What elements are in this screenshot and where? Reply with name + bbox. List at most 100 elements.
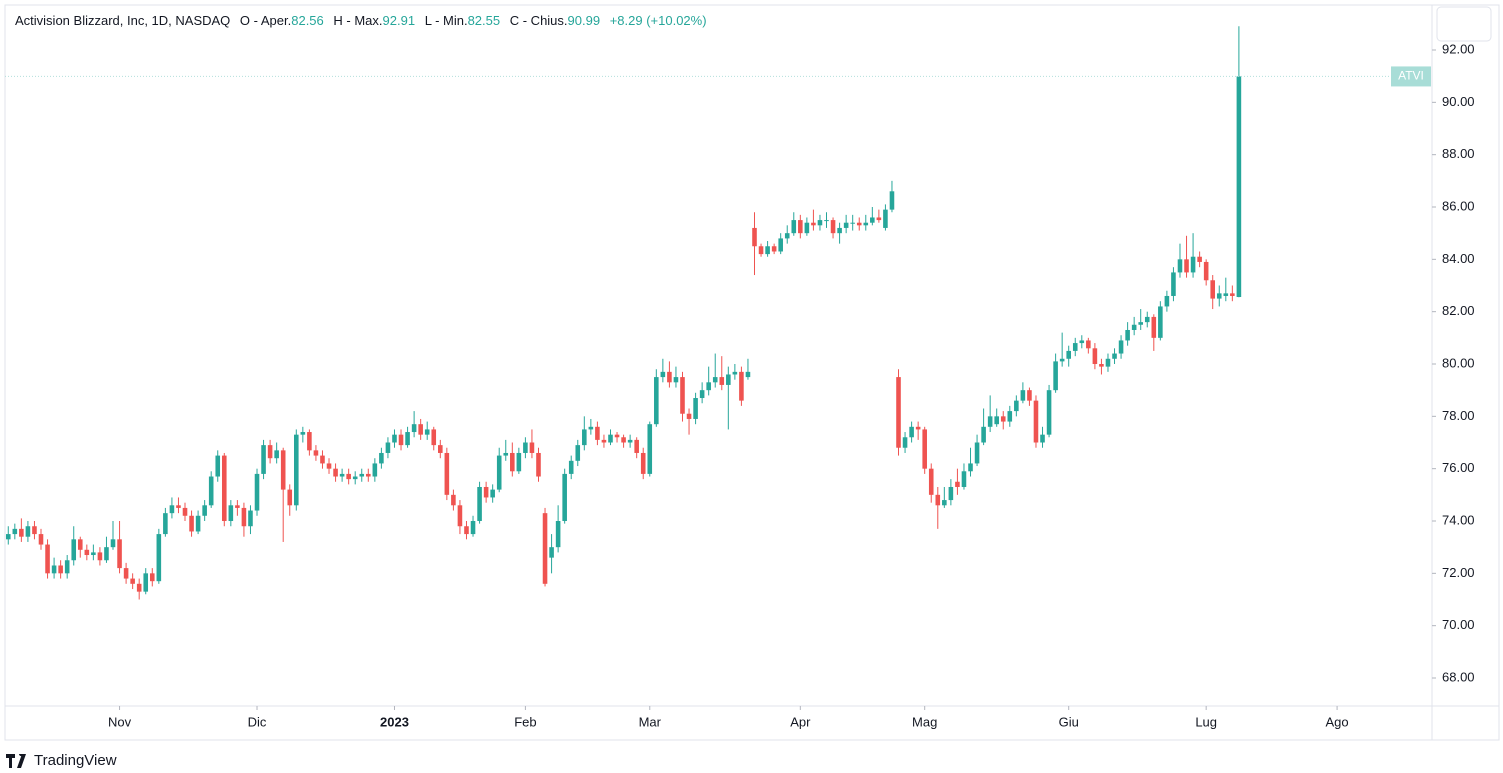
change-value: +8.29 (+10.02%)	[609, 13, 707, 28]
candle-body	[1131, 324, 1137, 330]
candle-body	[149, 573, 155, 582]
y-tick-label: 84.00	[1442, 251, 1475, 266]
candle-body	[431, 429, 437, 446]
candle-body	[313, 450, 319, 456]
candle-body	[1197, 256, 1202, 262]
candle-body	[1059, 358, 1065, 362]
candle-body	[1210, 280, 1216, 299]
candle-body	[392, 434, 397, 443]
candle-body	[948, 486, 954, 501]
candle-body	[464, 526, 469, 535]
candle-body	[77, 539, 83, 550]
candle-body	[1033, 400, 1039, 443]
candle-body	[654, 377, 659, 425]
candle-body	[1223, 293, 1229, 296]
candle-body	[680, 377, 685, 414]
candle-body	[143, 573, 149, 592]
candle-body	[32, 526, 37, 535]
candle-body	[627, 439, 633, 443]
candle-body	[470, 521, 476, 535]
y-tick-label: 82.00	[1442, 303, 1475, 318]
candle-body	[1099, 364, 1104, 367]
brand[interactable]: TradingView	[34, 752, 117, 769]
candle-body	[699, 390, 705, 399]
candle-body	[693, 398, 698, 419]
candle-body	[1118, 340, 1124, 354]
candle-body	[424, 429, 430, 435]
candle-body	[961, 471, 967, 487]
candle-body	[385, 442, 391, 453]
candle-body	[1138, 322, 1143, 325]
candle-body	[608, 434, 613, 443]
candle-body	[339, 473, 345, 477]
candle-body	[706, 382, 711, 391]
candle-body	[876, 217, 882, 221]
candle-body	[372, 463, 378, 477]
candle-body	[712, 377, 718, 383]
candle-body	[19, 528, 24, 537]
candle-body	[1171, 272, 1176, 296]
candle-body	[1112, 353, 1117, 359]
x-tick-label: Mag	[912, 714, 937, 729]
candle-body	[451, 494, 456, 506]
candle-body	[307, 432, 312, 451]
candle-body	[732, 371, 738, 375]
candle-body	[758, 246, 764, 255]
close-label: C - Chius.	[509, 13, 568, 28]
candle-body	[1046, 390, 1052, 435]
candle-body	[202, 505, 207, 516]
candle-body	[1092, 348, 1098, 365]
candle-body	[438, 445, 443, 453]
candle-body	[195, 515, 201, 532]
candle-body	[765, 246, 770, 255]
candle-body	[562, 473, 567, 522]
candle-body	[352, 476, 358, 480]
candle-body	[1164, 295, 1170, 307]
candle-body	[490, 489, 495, 498]
high-value: 92.91	[382, 13, 416, 28]
x-tick-label: Dic	[248, 714, 267, 729]
candle-body	[778, 238, 783, 252]
candle-body	[1144, 316, 1150, 323]
candle-body	[38, 534, 44, 545]
candle-body	[994, 416, 999, 425]
y-tick-label: 88.00	[1442, 146, 1475, 161]
candle-body	[922, 429, 927, 469]
candle-body	[771, 246, 777, 252]
candle-body	[928, 468, 934, 495]
candle-body	[837, 227, 842, 234]
candle-body	[254, 473, 260, 511]
symbol-title: Activision Blizzard, Inc, 1D, NASDAQ	[15, 13, 231, 28]
candle-body	[726, 374, 731, 385]
candle-body	[1177, 259, 1183, 273]
settings-button[interactable]	[1436, 6, 1492, 42]
candle-body	[359, 473, 365, 477]
candle-body	[163, 513, 168, 535]
x-tick-label: Ago	[1326, 714, 1349, 729]
candle-body	[568, 460, 574, 474]
candle-body	[915, 426, 921, 430]
candle-body	[477, 486, 482, 522]
plot	[5, 26, 1432, 600]
candle-body	[843, 222, 849, 228]
y-tick-label: 90.00	[1442, 94, 1475, 109]
legend: Activision Blizzard, Inc, 1D, NASDAQ O -…	[15, 13, 707, 28]
candle-body	[267, 445, 273, 459]
candle-body	[523, 442, 528, 453]
candle-body	[739, 371, 744, 401]
candle-body	[130, 578, 135, 584]
candle-body	[614, 434, 620, 438]
candle-body	[503, 452, 509, 456]
x-tick-label: Feb	[514, 714, 536, 729]
candle-body	[536, 452, 541, 477]
candle-body	[634, 439, 639, 453]
candle-body	[346, 473, 351, 480]
candle-body	[71, 539, 77, 561]
candle-body	[896, 377, 901, 448]
candle-body	[51, 565, 57, 574]
candle-body	[974, 442, 980, 464]
last-price-badge	[1391, 66, 1431, 87]
candle-body	[510, 452, 515, 472]
candle-body	[1007, 411, 1013, 422]
x-tick-label: Mar	[639, 714, 662, 729]
